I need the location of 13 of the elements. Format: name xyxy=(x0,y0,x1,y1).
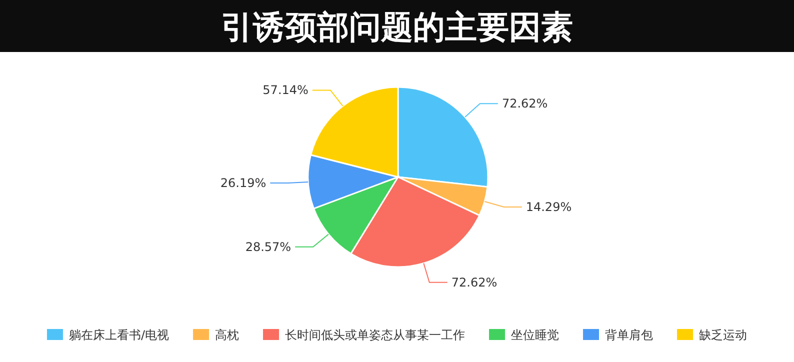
data-label: 57.14% xyxy=(262,83,308,98)
legend-label: 躺在床上看书/电视 xyxy=(68,328,170,342)
legend-label: 长时间低头或单姿态从事某一工作 xyxy=(285,328,466,342)
legend-label: 背单肩包 xyxy=(605,328,654,342)
data-label: 28.57% xyxy=(245,240,292,254)
data-label: 14.29% xyxy=(526,200,572,214)
legend-label: 坐位睡觉 xyxy=(511,328,560,342)
chart-title: 引诱颈部问题的主要因素 xyxy=(221,8,573,46)
legend-label: 高枕 xyxy=(215,328,240,342)
data-label: 72.62% xyxy=(502,96,548,111)
legend-label: 缺乏运动 xyxy=(699,328,748,342)
data-label: 72.62% xyxy=(451,275,498,290)
data-label: 26.19% xyxy=(220,176,266,190)
